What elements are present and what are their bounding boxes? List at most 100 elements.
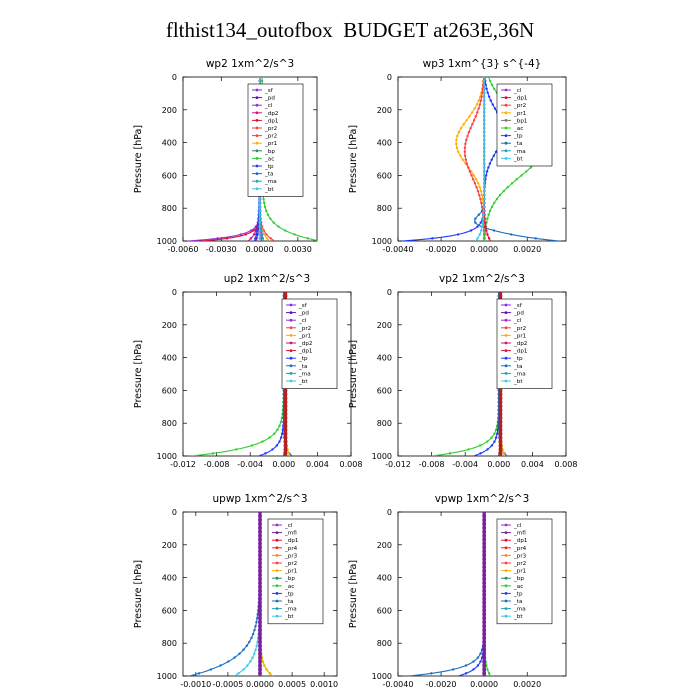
- data-point: [534, 237, 537, 240]
- data-point: [258, 209, 261, 213]
- x-tick-label: 0.0030: [284, 245, 312, 254]
- legend-marker: [504, 157, 508, 160]
- data-point: [258, 529, 262, 534]
- data-point: [251, 656, 254, 659]
- legend-label: _dp2: [264, 111, 278, 117]
- legend-label: _ac: [513, 126, 523, 132]
- data-point: [488, 209, 492, 213]
- y-tick-label: 1000: [372, 672, 392, 681]
- data-point: [258, 541, 262, 546]
- data-point: [482, 537, 487, 542]
- data-point: [481, 221, 485, 224]
- y-axis-label: Pressure [hPa]: [133, 340, 144, 408]
- data-point: [482, 643, 487, 648]
- data-point: [470, 111, 474, 114]
- data-point: [479, 221, 483, 224]
- data-point: [482, 146, 486, 150]
- data-point: [482, 103, 486, 106]
- data-point: [258, 521, 262, 526]
- x-tick-label: 0.0005: [278, 680, 306, 689]
- y-tick-label: 600: [162, 606, 177, 615]
- data-point: [266, 213, 270, 216]
- data-point: [498, 431, 503, 436]
- data-point: [495, 197, 499, 201]
- data-point: [258, 600, 262, 605]
- data-point: [258, 651, 262, 656]
- plot-frame: [182, 291, 352, 457]
- data-point: [242, 648, 245, 651]
- data-point: [258, 663, 262, 668]
- data-point: [225, 237, 229, 240]
- data-point: [261, 660, 265, 663]
- data-point: [502, 452, 505, 455]
- data-point: [258, 643, 262, 648]
- data-point: [258, 588, 262, 593]
- data-point: [487, 77, 490, 79]
- data-point: [482, 588, 487, 593]
- data-point: [482, 632, 487, 636]
- data-point: [258, 577, 262, 581]
- data-point: [268, 436, 271, 439]
- legend-marker: [504, 614, 508, 618]
- data-point: [482, 111, 486, 114]
- data-point: [498, 423, 503, 428]
- series-group: [191, 292, 293, 456]
- x-tick-label: -0.012: [170, 460, 196, 469]
- data-point: [482, 142, 486, 146]
- legend-marker: [255, 119, 259, 122]
- legend-label: _pd: [264, 96, 275, 102]
- legend-label: _pr3: [513, 553, 527, 559]
- legend-marker: [275, 538, 279, 542]
- data-point: [476, 237, 479, 240]
- data-point: [258, 213, 261, 216]
- legend-marker: [275, 584, 279, 588]
- data-point: [498, 408, 503, 412]
- data-point: [494, 436, 498, 439]
- data-point: [462, 123, 465, 126]
- data-point: [283, 419, 288, 424]
- legend-marker: [504, 96, 508, 99]
- data-point: [474, 221, 477, 224]
- chart-title: vpwp 1xm^2/s^3: [435, 493, 530, 505]
- data-point: [482, 119, 486, 122]
- legend-marker: [289, 341, 293, 345]
- x-tick-label: 0.008: [340, 460, 363, 469]
- legend-label: _pr2: [284, 561, 297, 567]
- legend-marker: [275, 599, 279, 603]
- data-point: [484, 174, 488, 177]
- data-point: [464, 664, 468, 667]
- legend-marker: [504, 334, 508, 337]
- chart-panel-6: vpwp 1xm^2/s^3 Pressure [hPa] 0 200 400 600 80…: [348, 493, 567, 689]
- data-point: [252, 229, 255, 232]
- legend-label: _pr2: [264, 134, 277, 140]
- legend-label: _sf: [298, 303, 308, 309]
- legend-marker: [504, 592, 508, 595]
- data-point: [258, 573, 262, 577]
- data-point: [482, 150, 486, 153]
- data-point: [490, 436, 493, 439]
- data-point: [253, 652, 256, 655]
- data-point: [254, 624, 257, 628]
- data-point: [482, 592, 487, 597]
- data-point: [473, 182, 477, 185]
- data-point: [482, 616, 487, 621]
- data-point: [283, 447, 288, 452]
- x-tick-label: -0.0005: [212, 680, 243, 689]
- data-point: [485, 170, 489, 173]
- legend-marker: [504, 349, 508, 352]
- legend-marker: [289, 364, 293, 368]
- data-point: [227, 660, 230, 663]
- series-line-tp: [458, 512, 485, 676]
- data-point: [258, 225, 261, 228]
- legend-marker: [275, 561, 279, 565]
- legend-label: _tp: [264, 164, 274, 170]
- data-point: [498, 412, 503, 416]
- data-point: [258, 608, 262, 613]
- data-point: [469, 126, 472, 130]
- series-line-ta: [189, 512, 261, 676]
- data-point: [490, 205, 494, 209]
- series-line-bt: [234, 512, 261, 676]
- legend-marker: [289, 334, 293, 337]
- data-point: [237, 672, 240, 675]
- legend-label: _pr1: [298, 333, 312, 339]
